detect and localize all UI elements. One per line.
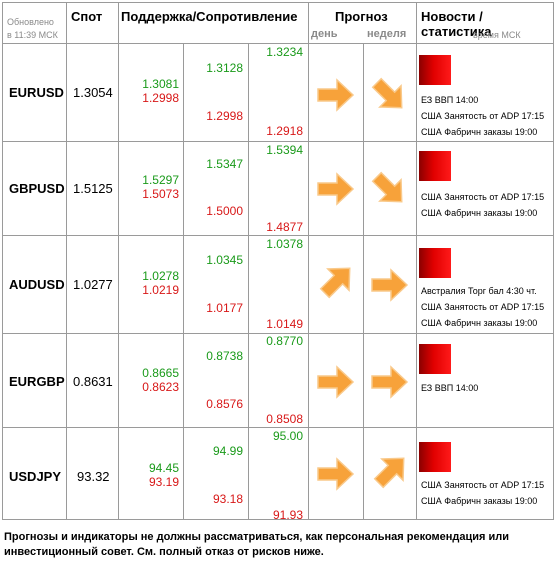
news-item: США Фабричн заказы 19:00: [421, 318, 538, 328]
level-value: 91.93: [272, 508, 303, 522]
forecast-day-label: день: [311, 28, 338, 40]
level-value: 94.45: [148, 461, 179, 475]
spot-price: 1.5125: [73, 181, 113, 196]
level-value: 1.3234: [266, 45, 303, 59]
quotes-table: Обновлено в 11:39 МСК Спот Поддержка/Соп…: [2, 2, 554, 522]
news-marker: [419, 151, 451, 181]
level-value: 1.5073: [142, 187, 179, 201]
level-value: 1.0278: [142, 269, 179, 283]
level-value: 1.3081: [142, 77, 179, 91]
grid-line: [3, 333, 553, 334]
grid-line: [3, 43, 553, 44]
level-value: 1.3128: [206, 61, 243, 75]
grid-line: [183, 43, 184, 519]
support-resistance-header: Поддержка/Сопротивление: [121, 9, 298, 24]
pair-name: USDJPY: [9, 469, 62, 484]
spot-header: Спот: [71, 9, 103, 24]
level-value: 0.8665: [142, 366, 179, 380]
arrow-up-right-icon: [373, 457, 405, 489]
news-item: США Занятость от ADP 17:15: [421, 302, 545, 312]
news-marker: [419, 55, 451, 85]
grid-line: [3, 235, 553, 236]
news-item: США Фабричн заказы 19:00: [421, 496, 538, 506]
arrow-right-icon: [317, 457, 355, 491]
news-marker: [419, 442, 451, 472]
updated-label: Обновлено: [7, 17, 54, 27]
level-value: 1.2998: [206, 109, 243, 123]
level-value: 1.5394: [266, 143, 303, 157]
level-value: 1.0177: [206, 301, 243, 315]
pair-name: GBPUSD: [9, 181, 65, 196]
forecast-header: Прогноз: [335, 9, 388, 24]
disclaimer-text: Прогнозы и индикаторы не должны рассматр…: [4, 531, 510, 558]
news-item: США Занятость от ADP 17:15: [421, 480, 545, 490]
grid-line: [308, 3, 309, 519]
news-item: ЕЗ ВВП 14:00: [421, 95, 479, 105]
level-value: 1.0149: [266, 317, 303, 331]
news-item: США Фабричн заказы 19:00: [421, 127, 538, 137]
arrow-right-icon: [317, 78, 355, 112]
level-value: 0.8623: [142, 380, 179, 394]
level-value: 1.0378: [266, 237, 303, 251]
grid-line: [3, 141, 553, 142]
news-item: США Занятость от ADP 17:15: [421, 111, 545, 121]
pair-name: EURUSD: [9, 85, 64, 100]
arrow-right-icon: [317, 365, 355, 399]
level-value: 93.18: [212, 492, 243, 506]
spot-price: 0.8631: [73, 374, 113, 389]
level-value: 1.5297: [142, 173, 179, 187]
arrow-down-right-icon: [371, 171, 403, 203]
pair-name: AUDUSD: [9, 277, 65, 292]
arrow-right-icon: [317, 172, 355, 206]
level-value: 1.4877: [266, 220, 303, 234]
updated-time: в 11:39 МСК: [7, 30, 58, 40]
grid-line: [248, 43, 249, 519]
level-value: 0.8738: [206, 349, 243, 363]
level-value: 1.0219: [142, 283, 179, 297]
grid-line: [118, 3, 119, 519]
level-value: 1.2918: [266, 124, 303, 138]
level-value: 0.8770: [266, 334, 303, 348]
news-marker: [419, 248, 451, 278]
level-value: 1.2998: [142, 91, 179, 105]
grid-line: [66, 3, 67, 519]
grid-line: [416, 3, 417, 519]
level-value: 0.8508: [266, 412, 303, 426]
level-value: 95.00: [272, 429, 303, 443]
level-value: 1.5347: [206, 157, 243, 171]
level-value: 1.0345: [206, 253, 243, 267]
news-item: Австралия Торг бал 4:30 чт.: [421, 286, 537, 296]
news-time-label: время МСК: [473, 30, 521, 40]
level-value: 93.19: [148, 475, 179, 489]
arrow-up-right-icon: [319, 267, 351, 299]
spot-price: 1.0277: [73, 277, 113, 292]
arrow-down-right-icon: [371, 77, 403, 109]
news-item: США Фабричн заказы 19:00: [421, 208, 538, 218]
pair-name: EURGBP: [9, 374, 65, 389]
news-item: США Занятость от ADP 17:15: [421, 192, 545, 202]
news-marker: [419, 344, 451, 374]
forecast-week-label: неделя: [367, 28, 407, 40]
news-item: ЕЗ ВВП 14:00: [421, 383, 479, 393]
grid-line: [363, 43, 364, 519]
spot-price: 1.3054: [73, 85, 113, 100]
arrow-right-icon: [371, 268, 409, 302]
news-header: Новости / статистика: [421, 9, 492, 39]
arrow-right-icon: [371, 365, 409, 399]
level-value: 0.8576: [206, 397, 243, 411]
spot-price: 93.32: [77, 469, 110, 484]
grid-line: [3, 427, 553, 428]
level-value: 94.99: [212, 444, 243, 458]
level-value: 1.5000: [206, 204, 243, 218]
